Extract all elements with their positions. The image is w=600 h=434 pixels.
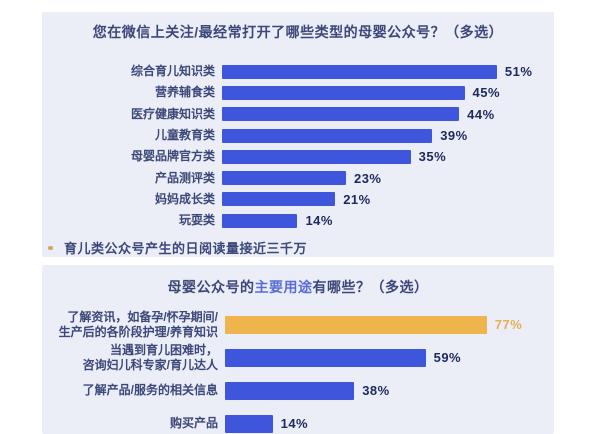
bar <box>222 171 346 186</box>
category-label: 购买产品 <box>169 416 218 430</box>
value-label: 51% <box>504 64 533 80</box>
chart-row: 儿童教育类 39% <box>42 125 554 146</box>
value-label: 39% <box>440 128 468 144</box>
value-label: 44% <box>467 106 495 122</box>
category-label: 母婴品牌官方类 <box>130 149 215 164</box>
bar <box>225 414 273 433</box>
bar <box>225 348 426 367</box>
chart-row: 了解资讯，如备孕/怀孕期间/ 生产后的各阶段护理/养育知识 77% <box>42 308 554 341</box>
bar <box>222 192 336 207</box>
bar-chart: 综合育儿知识类 51% 营养辅食类 45% 医疗健康知识类 44% 儿童教育类 … <box>42 61 554 231</box>
chart-note: 育儿类公众号产生的日阅读量接近三千万 <box>48 238 554 257</box>
value-label: 38% <box>362 383 390 398</box>
chart-row: 妈妈成长类 21% <box>42 189 554 210</box>
chart-panel-main-uses: 母婴公众号的主要用途有哪些？（多选） 了解资讯，如备孕/怀孕期间/ 生产后的各阶… <box>42 265 554 434</box>
category-label: 了解资讯，如备孕/怀孕期间/ 生产后的各阶段护理/养育知识 <box>58 309 218 339</box>
category-label: 营养辅食类 <box>154 85 215 100</box>
category-label: 综合育儿知识类 <box>130 64 215 79</box>
title-highlight: 主要用途 <box>254 279 313 295</box>
chart-row: 母婴品牌官方类 35% <box>42 146 554 167</box>
category-label: 医疗健康知识类 <box>130 106 215 121</box>
category-label: 当遇到育儿困难时， 咨询妇儿科专家/育儿达人 <box>82 342 218 372</box>
category-label: 妈妈成长类 <box>154 191 215 206</box>
chart-row: 医疗健康知识类 44% <box>42 104 554 125</box>
chart-row: 产品测评类 23% <box>42 167 554 188</box>
bar-highlighted <box>225 315 487 334</box>
title-prefix: 母婴公众号的 <box>167 279 255 295</box>
bar <box>222 213 298 228</box>
chart-panel-account-types: 您在微信上关注/最经常打开了哪些类型的母婴公众号？（多选） 综合育儿知识类 51… <box>42 12 554 257</box>
bar <box>222 128 433 143</box>
chart-row: 玩耍类 14% <box>42 210 554 231</box>
value-label: 35% <box>418 149 447 165</box>
category-label: 产品测评类 <box>154 170 215 185</box>
value-label: 77% <box>494 317 523 332</box>
chart-title: 母婴公众号的主要用途有哪些？（多选） <box>42 265 554 297</box>
category-label: 玩耍类 <box>178 213 215 228</box>
chart-row: 了解产品/服务的相关信息 38% <box>42 374 554 407</box>
chart-title: 您在微信上关注/最经常打开了哪些类型的母婴公众号？（多选） <box>92 24 504 40</box>
bullet-icon <box>48 245 53 250</box>
bar <box>222 64 497 79</box>
value-label: 45% <box>472 85 501 101</box>
value-label: 14% <box>280 416 309 431</box>
chart-row: 综合育儿知识类 51% <box>42 61 554 82</box>
bar <box>222 149 411 164</box>
chart-row: 购买产品 14% <box>42 407 554 434</box>
chart-row: 当遇到育儿困难时， 咨询妇儿科专家/育儿达人 59% <box>42 341 554 374</box>
value-label: 21% <box>343 191 371 207</box>
bar <box>222 107 460 122</box>
value-label: 14% <box>305 213 333 229</box>
title-suffix: 有哪些？（多选） <box>312 279 429 295</box>
bar-chart: 了解资讯，如备孕/怀孕期间/ 生产后的各阶段护理/养育知识 77% 当遇到育儿困… <box>42 308 554 434</box>
category-label: 了解产品/服务的相关信息 <box>82 383 218 397</box>
category-label: 儿童教育类 <box>154 128 215 143</box>
bar <box>222 85 465 100</box>
chart-row: 营养辅食类 45% <box>42 82 554 103</box>
bar <box>225 381 355 400</box>
note-text: 育儿类公众号产生的日阅读量接近三千万 <box>64 241 308 257</box>
value-label: 59% <box>433 350 462 365</box>
value-label: 23% <box>353 170 382 186</box>
